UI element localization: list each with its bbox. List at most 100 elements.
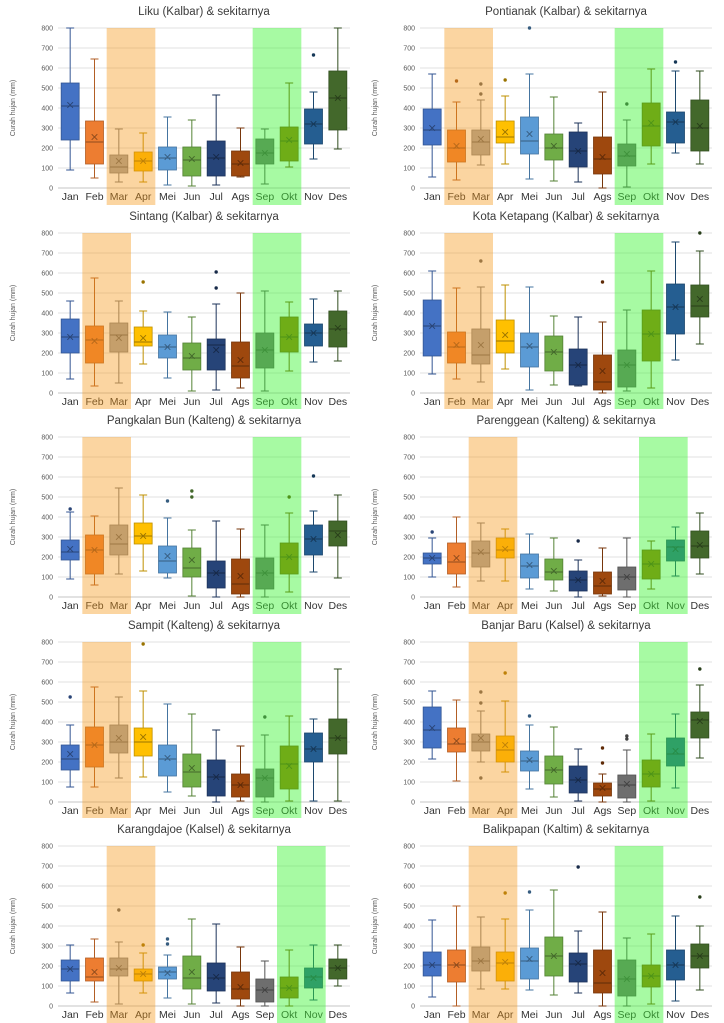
mean-marker [310,975,317,982]
x-label-Mei: Mei [159,1009,176,1021]
mean-marker [286,985,293,992]
box-Jul [206,520,226,598]
x-label-Feb: Feb [447,396,465,408]
mean-marker [334,965,341,972]
outlier-dot [68,507,72,511]
box-Nov [666,60,685,154]
x-label-Feb: Feb [447,191,465,203]
x-label-Apr: Apr [135,805,152,817]
mean-marker [623,150,630,158]
x-label-Apr: Apr [135,191,152,203]
box-Mei [520,533,539,590]
mean-marker [286,762,293,769]
box-Sep [617,309,637,392]
outlier-dot [479,92,483,96]
y-tick-label: 500 [41,699,53,706]
boxplot-chart: 0 100 200 300 400 500 600 700 800 Curah hujan (mm… [372,824,712,1023]
y-tick-label: 300 [41,944,53,951]
y-tick-label: 700 [403,659,415,666]
y-tick-label: 400 [403,924,415,931]
mean-marker [526,342,533,349]
y-axis-title: Curah hujan (mm) [10,489,17,545]
outlier-dot [600,279,605,284]
box-Ags [593,279,612,394]
mean-marker [334,94,341,102]
mean-marker [575,361,582,368]
x-label-Ags: Ags [231,191,249,203]
x-label-Nov: Nov [666,1009,685,1021]
y-axis-title: Curah hujan (mm) [372,284,379,340]
box-Nov [666,915,685,1002]
x-label-Ags: Ags [231,805,249,817]
outlier-dot [576,865,580,870]
box-Des [328,668,348,802]
mean-marker [429,555,436,562]
box-Jan [422,690,442,760]
box-Mei [158,116,177,186]
x-label-Okt: Okt [281,1009,297,1021]
outlier-dot [311,474,316,478]
boxplot-panel: 0 100 200 300 400 500 600 700 800 Curah hujan (mm… [362,818,724,1023]
y-tick-label: 800 [403,844,415,851]
y-tick-label: 300 [41,739,53,746]
y-tick-label: 500 [403,904,415,911]
box-Ags [593,91,612,189]
x-label-Mar: Mar [472,191,491,203]
outlier-dot [503,671,507,675]
mean-marker [502,331,509,338]
box-Jan [422,73,442,178]
mean-marker [213,974,220,981]
y-tick-label: 500 [403,86,415,93]
outlier-dot [190,495,194,499]
mean-marker [261,570,268,577]
x-label-Mar: Mar [472,600,491,612]
boxplot-chart: 0 100 200 300 400 500 600 700 800 Curah hujan (mm… [372,415,712,614]
x-label-Okt: Okt [281,191,297,203]
x-label-Apr: Apr [497,396,514,408]
box-Des [328,494,348,579]
outlier-dot [479,690,483,694]
mean-marker [213,773,220,780]
x-label-Jan: Jan [424,600,441,612]
x-label-Ags: Ags [231,1009,249,1021]
y-tick-label: 0 [411,1004,415,1011]
y-tick-label: 100 [403,370,415,377]
x-label-Okt: Okt [643,191,659,203]
mean-marker [623,976,630,983]
box-Jun [182,713,202,797]
y-tick-label: 300 [403,535,415,542]
y-tick-label: 500 [403,290,415,297]
box-Apr [495,284,515,370]
y-axis-title: Curah hujan (mm) [372,489,379,545]
mean-marker [526,756,533,763]
y-tick-label: 600 [41,475,53,482]
outlier-dot [600,761,605,765]
boxplot-panel: 0 100 200 300 400 500 600 700 800 Curah hujan (mm… [362,0,724,205]
box-Sep [255,290,275,392]
y-tick-label: 800 [41,230,53,237]
outlier-dot [141,943,145,948]
x-label-Mei: Mei [521,1009,538,1021]
x-label-Sep: Sep [617,1009,636,1021]
x-label-Mar: Mar [110,600,129,612]
x-label-Ags: Ags [231,600,249,612]
box-Apr [495,78,515,165]
box-Apr [495,528,515,582]
y-tick-label: 600 [41,66,53,73]
x-label-Des: Des [328,600,347,612]
box-Des [328,290,348,362]
x-label-Mar: Mar [110,1009,129,1021]
mean-marker [429,322,436,329]
mean-marker [648,561,655,568]
x-label-Feb: Feb [85,396,103,408]
x-label-Jan: Jan [424,396,441,408]
mean-marker [550,142,557,150]
box-Nov [666,241,685,361]
boxplot-panel: 0 100 200 300 400 500 600 700 800 Curah hujan (mm… [0,409,362,614]
box-Mei [520,26,539,180]
box-Mei [158,499,177,579]
box-Mar [471,916,491,990]
box-Feb [85,938,104,1003]
outlier-dot [454,79,459,83]
mean-marker [550,348,557,355]
